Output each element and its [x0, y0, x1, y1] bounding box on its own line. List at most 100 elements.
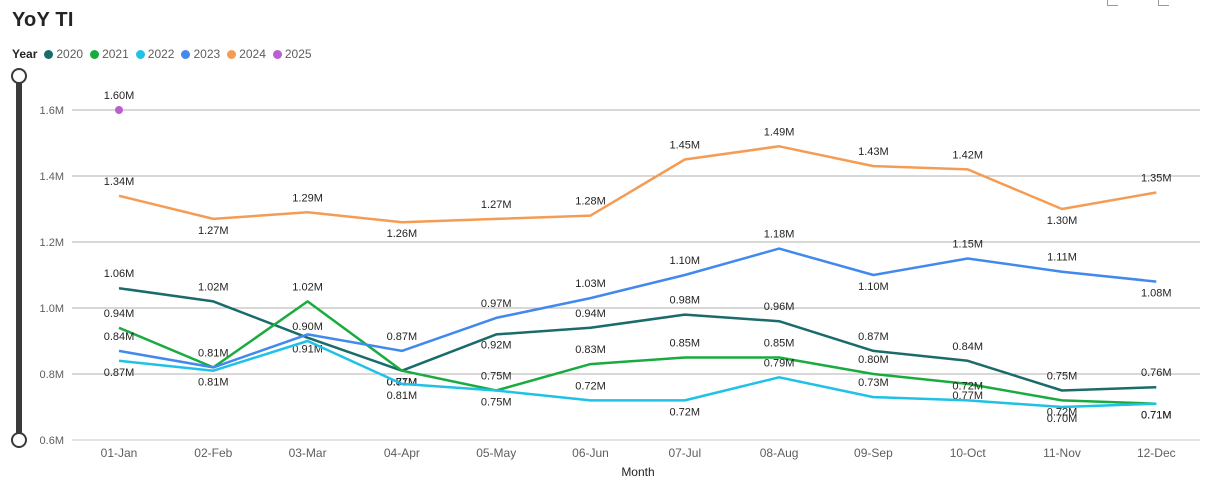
data-label-2021: 0.71M: [1141, 410, 1172, 422]
data-label-2021: 0.81M: [198, 347, 229, 359]
data-label-2022: 0.79M: [764, 357, 795, 369]
legend-item-2020[interactable]: 2020: [44, 47, 83, 61]
data-label-2023: 1.10M: [858, 281, 889, 293]
slider-handle-bottom[interactable]: [11, 432, 27, 448]
legend-label: 2025: [284, 47, 312, 61]
data-label-2020: 1.06M: [104, 268, 135, 280]
data-label-2020: 0.92M: [481, 339, 512, 351]
series-line-2023: [118, 247, 1157, 369]
data-label-2025: 1.60M: [104, 90, 135, 102]
chart-legend: Year 2020 2021 2022 2023 2024 2025: [12, 47, 319, 61]
y-axis-range-slider[interactable]: [11, 68, 27, 450]
legend-label: 2021: [102, 47, 129, 61]
x-tick-label: 08-Aug: [760, 446, 799, 460]
data-label-2022: 0.72M: [952, 380, 983, 392]
data-label-2022: 0.70M: [1047, 413, 1078, 425]
legend-item-2021[interactable]: 2021: [90, 47, 129, 61]
legend-label: 2024: [239, 47, 266, 61]
legend-item-2022[interactable]: 2022: [135, 47, 175, 61]
data-label-2023: 1.08M: [1141, 288, 1172, 300]
data-label-2022: 0.72M: [670, 406, 701, 418]
data-label-2024: 1.45M: [670, 140, 701, 152]
data-label-2024: 1.29M: [292, 192, 323, 204]
series-line-2020: [118, 286, 1157, 392]
x-tick-label: 04-Apr: [384, 446, 420, 460]
x-tick-label: 10-Oct: [950, 446, 987, 460]
x-tick-label: 09-Sep: [854, 446, 893, 460]
legend-dot-icon: [227, 49, 237, 59]
x-tick-label: 11-Nov: [1043, 446, 1081, 460]
data-label-2021: 0.85M: [670, 338, 701, 350]
data-label-2023: 0.87M: [387, 331, 418, 343]
data-label-2022: 0.73M: [858, 377, 889, 389]
data-label-2022: 0.81M: [387, 390, 418, 402]
data-label-2020: 0.96M: [764, 301, 795, 313]
legend-dot-icon: [44, 49, 54, 59]
data-label-2024: 1.43M: [858, 146, 889, 158]
legend-item-2024[interactable]: 2024: [227, 47, 266, 61]
data-label-2024: 1.28M: [575, 196, 606, 208]
series-line-2021: [118, 300, 1157, 405]
x-axis-title: Month: [621, 465, 654, 479]
y-tick-label: 0.8M: [40, 369, 64, 381]
legend-item-2025[interactable]: 2025: [272, 47, 312, 61]
x-tick-label: 01-Jan: [101, 446, 138, 460]
y-tick-label: 0.6M: [40, 435, 64, 447]
data-label-2023: 1.10M: [670, 255, 701, 267]
data-label-2021: 1.02M: [292, 281, 323, 293]
chart-title: YoY TI: [12, 9, 74, 31]
data-label-2024: 1.27M: [481, 199, 512, 211]
slider-track[interactable]: [16, 76, 22, 440]
legend-label: 2020: [56, 47, 84, 61]
legend-label: 2022: [147, 47, 175, 61]
legend-dot-icon: [181, 49, 191, 59]
y-tick-label: 1.6M: [40, 105, 64, 117]
series-line-2024: [118, 145, 1157, 224]
x-tick-label: 03-Mar: [289, 446, 327, 460]
slider-handle-top[interactable]: [11, 68, 27, 84]
drill-icon[interactable]: [1107, 0, 1118, 6]
y-tick-label: 1.0M: [40, 303, 64, 315]
data-label-2020: 0.76M: [1141, 367, 1172, 379]
legend-label: 2023: [193, 47, 221, 61]
focus-mode-icon[interactable]: [1158, 0, 1169, 6]
data-label-2021: 0.80M: [858, 354, 889, 366]
data-label-2021: 0.72M: [1047, 406, 1078, 418]
data-label-2021: 0.83M: [575, 344, 606, 356]
data-label-2024: 1.42M: [952, 149, 983, 161]
data-label-2020: 0.98M: [670, 295, 701, 307]
legend-dot-icon: [272, 49, 282, 59]
data-label-2024: 1.35M: [1141, 173, 1172, 185]
data-label-2024: 1.26M: [387, 228, 418, 240]
data-label-2020: 0.87M: [858, 331, 889, 343]
data-label-2022: 0.87M: [104, 367, 135, 379]
legend-item-2023[interactable]: 2023: [181, 47, 220, 61]
x-tick-label: 06-Jun: [572, 446, 609, 460]
data-label-2024: 1.49M: [764, 126, 795, 138]
data-label-2023: 0.84M: [104, 331, 135, 343]
data-label-2024: 1.27M: [198, 225, 229, 237]
series-line-2022: [118, 339, 1157, 409]
data-label-2022: 0.75M: [481, 397, 512, 409]
data-label-2021: 0.94M: [104, 308, 135, 320]
data-label-2023: 1.11M: [1047, 252, 1077, 264]
y-tick-label: 1.2M: [40, 237, 64, 249]
data-label-2020: 0.94M: [575, 308, 606, 320]
series-point-2025: [115, 106, 123, 114]
data-label-2021: 0.85M: [764, 338, 795, 350]
y-tick-label: 1.4M: [40, 171, 64, 183]
visual-header-icons: [1107, 0, 1169, 6]
data-label-2023: 0.97M: [481, 298, 512, 310]
data-label-2024: 1.34M: [104, 176, 135, 188]
legend-dot-icon: [90, 49, 100, 59]
data-label-2020: 1.02M: [198, 281, 229, 293]
data-label-2022: 0.72M: [575, 380, 606, 392]
data-label-2023: 1.18M: [764, 229, 795, 241]
data-label-2020: 0.91M: [292, 344, 323, 356]
data-label-2020: 0.84M: [952, 341, 983, 353]
data-label-2024: 1.30M: [1047, 215, 1078, 227]
x-tick-label: 12-Dec: [1137, 446, 1176, 460]
data-label-2022: 0.90M: [292, 321, 323, 333]
data-label-2020: 0.75M: [1047, 371, 1078, 383]
